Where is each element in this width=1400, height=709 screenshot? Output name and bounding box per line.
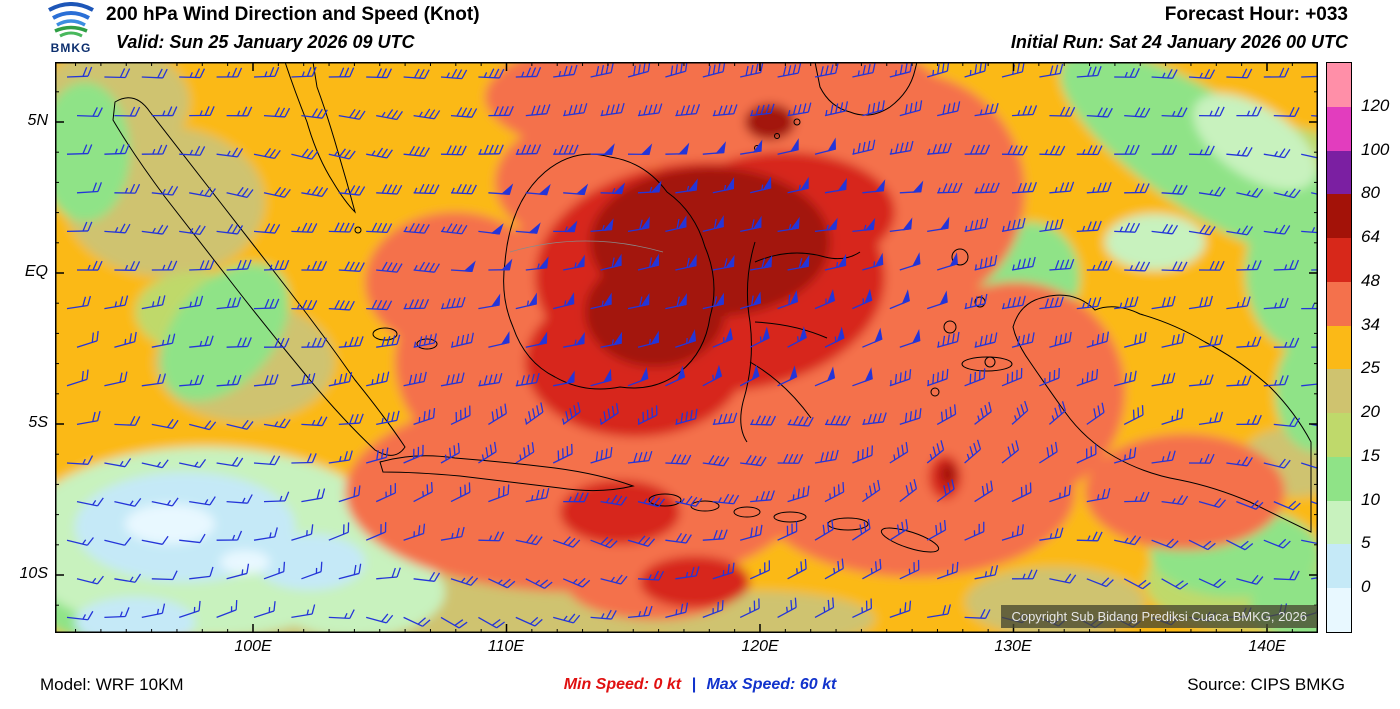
model-label: Model: WRF 10KM: [40, 675, 184, 694]
lon-label-140e: 140E: [1248, 638, 1286, 655]
copyright-overlay: Copyright Sub Bidang Prediksi Cuaca BMKG…: [1001, 605, 1317, 628]
colorbar-label: 48: [1361, 270, 1380, 290]
lon-label-130e: 130E: [994, 638, 1032, 655]
colorbar-segment: [1327, 413, 1351, 457]
colorbar-label: 0: [1361, 577, 1371, 597]
wind-speed-colorbar: [1326, 62, 1352, 633]
colorbar-segment: [1327, 238, 1351, 282]
lat-label-10s: 10S: [19, 565, 48, 582]
max-speed-label: Max Speed:: [706, 676, 796, 693]
colorbar-label: 20: [1361, 402, 1380, 422]
colorbar-segment: [1327, 150, 1351, 195]
colorbar-label: 64: [1361, 227, 1380, 247]
speed-summary: Min Speed: 0 kt | Max Speed: 60 kt: [450, 676, 950, 694]
colorbar-segment: [1327, 500, 1351, 545]
forecast-hour: Forecast Hour: +033: [1164, 4, 1348, 25]
lat-label-5s: 5S: [28, 414, 48, 431]
min-speed-value: 0 kt: [653, 676, 682, 693]
colorbar-label: 15: [1361, 445, 1380, 465]
colorbar-segment: [1327, 544, 1351, 589]
lon-label-100e: 100E: [234, 638, 272, 655]
bmkg-logo-icon: [48, 2, 94, 38]
bmkg-logo: BMKG: [42, 2, 100, 55]
speed-field: [55, 62, 1318, 633]
colorbar-segment: [1327, 194, 1351, 239]
colorbar-segment: [1327, 106, 1351, 151]
map-frame: [55, 62, 1318, 633]
colorbar-segment: [1327, 281, 1351, 326]
colorbar-segment: [1327, 325, 1351, 370]
colorbar-label: 10: [1361, 489, 1380, 509]
wind-speed-map: [55, 62, 1318, 633]
colorbar-label: 5: [1361, 533, 1371, 553]
max-speed-value: 60 kt: [799, 676, 837, 693]
colorbar-label: 100: [1361, 139, 1390, 159]
colorbar-segment: [1327, 456, 1351, 501]
colorbar-labels: 120 100 80 64 48 34 25 20 15 10 5 0: [1361, 62, 1400, 633]
speed-separator: |: [691, 676, 696, 693]
colorbar-segment: [1327, 63, 1351, 107]
colorbar-segment: [1327, 369, 1351, 414]
page-title: 200 hPa Wind Direction and Speed (Knot): [106, 4, 480, 25]
wind-barbs: [66, 62, 1318, 629]
initial-run: Initial Run: Sat 24 January 2026 00 UTC: [1010, 32, 1348, 52]
lat-label-eq: EQ: [24, 263, 48, 280]
lon-label-120e: 120E: [741, 638, 779, 655]
bmkg-logo-label: BMKG: [50, 41, 92, 55]
lon-label-110e: 110E: [487, 638, 525, 655]
min-speed-label: Min Speed:: [563, 676, 650, 693]
colorbar-label: 80: [1361, 183, 1380, 203]
colorbar-label: 25: [1361, 358, 1380, 378]
lat-label-5n: 5N: [27, 112, 48, 129]
colorbar-segment: [1327, 588, 1351, 632]
source-label: Source: CIPS BMKG: [1187, 675, 1345, 694]
colorbar-label: 120: [1361, 95, 1390, 115]
colorbar-label: 34: [1361, 314, 1380, 334]
coastlines: [112, 62, 1312, 553]
valid-time: Valid: Sun 25 January 2026 09 UTC: [116, 32, 415, 52]
